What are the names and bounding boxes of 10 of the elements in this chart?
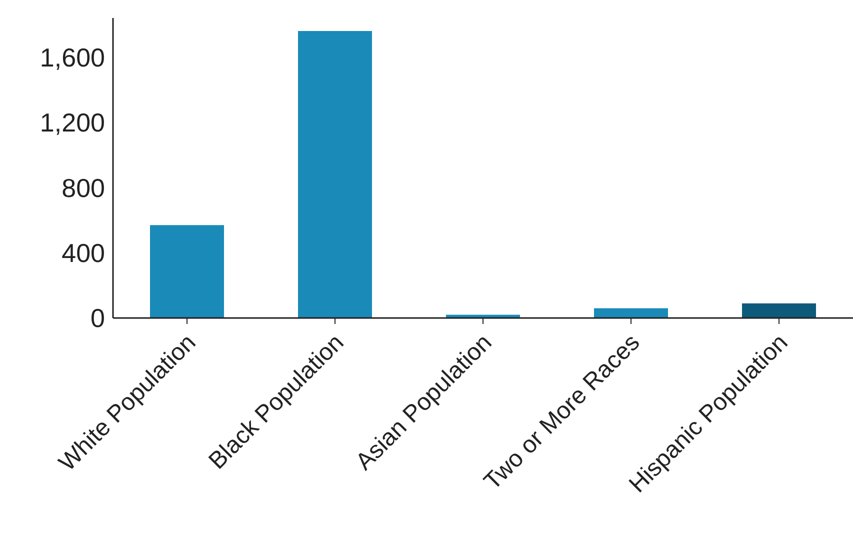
bar — [742, 303, 816, 318]
y-tick-label: 1,600 — [40, 42, 105, 72]
y-tick-label: 0 — [90, 303, 105, 334]
bar — [446, 314, 520, 318]
bar — [298, 31, 372, 318]
y-tick-label: 400 — [62, 238, 105, 268]
y-tick-label: 800 — [62, 172, 105, 203]
bar — [594, 308, 668, 318]
bar — [150, 225, 224, 318]
y-tick-label: 1,200 — [40, 108, 105, 138]
